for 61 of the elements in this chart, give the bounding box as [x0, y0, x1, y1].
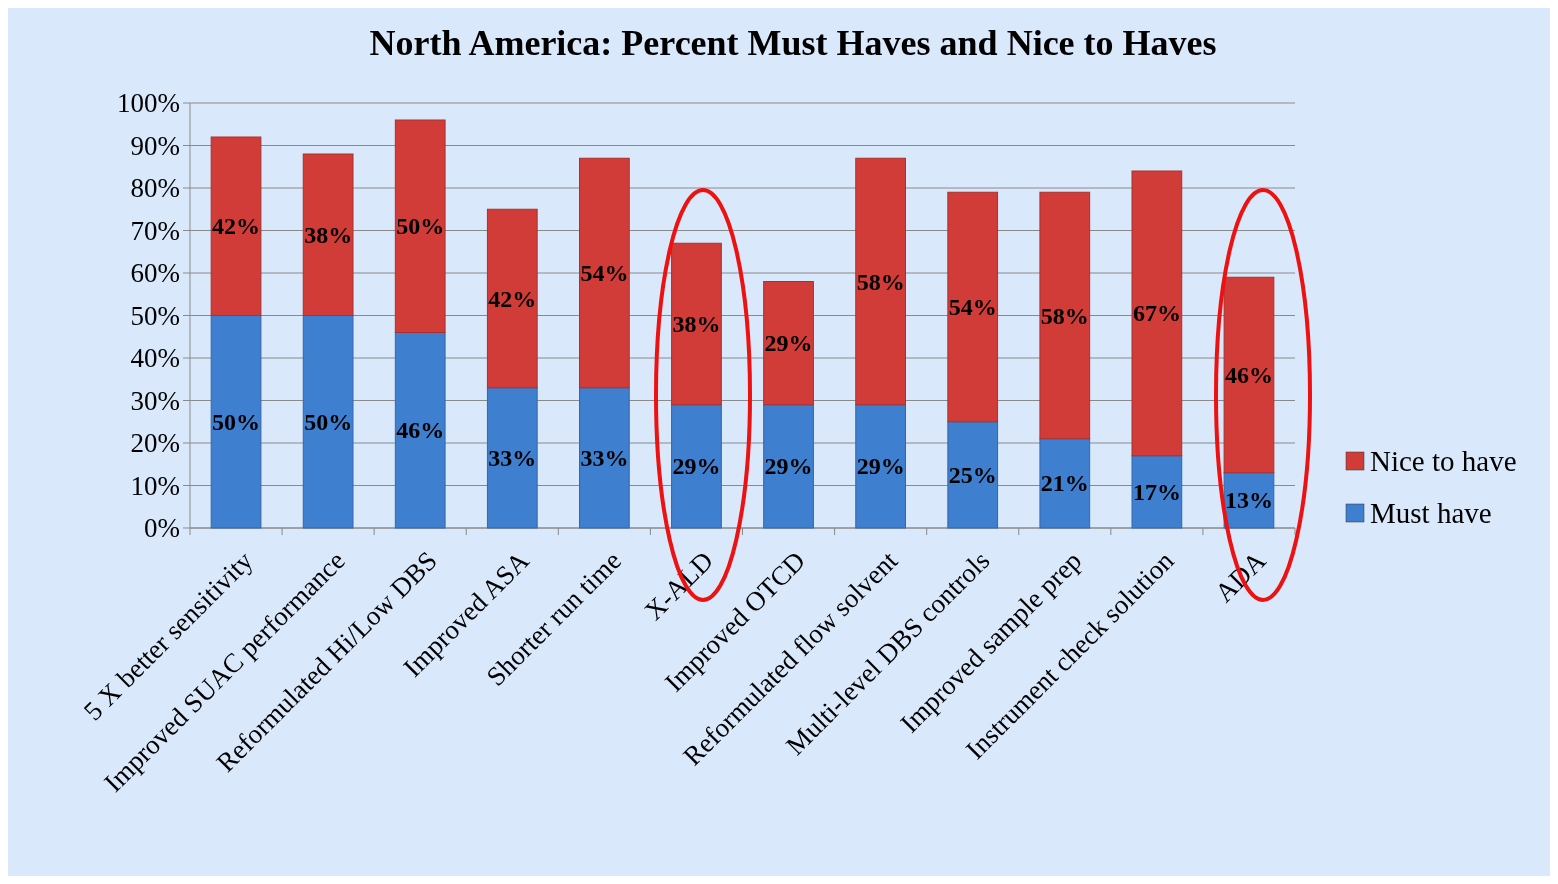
bar: [671, 404, 722, 529]
text: 50%: [304, 408, 353, 435]
text: 33%: [488, 444, 537, 471]
bar: [210, 136, 262, 316]
bar: [394, 332, 446, 529]
text: 46%: [1224, 362, 1273, 388]
bar: [486, 387, 538, 529]
y-tick-label: 10%: [130, 470, 180, 501]
y-tick-label: 50%: [130, 300, 180, 331]
y-tick-label: 20%: [130, 428, 180, 458]
y-tick-label: 100%: [117, 88, 180, 118]
text: 29%: [856, 453, 905, 480]
text: 29%: [764, 453, 813, 480]
bar: [302, 315, 354, 529]
bar: [579, 387, 630, 529]
text: 42%: [488, 285, 537, 312]
chart-title: North America: Percent Must Haves and Nice to Haves: [369, 23, 1217, 63]
y-tick-label: 0%: [144, 513, 180, 543]
bar: [486, 208, 538, 389]
bar: [394, 119, 446, 333]
text: 54%: [948, 294, 997, 320]
y-tick-label: 40%: [130, 343, 180, 373]
bar: [1131, 455, 1183, 529]
bar: [763, 281, 814, 406]
bar: [1039, 438, 1091, 529]
text: 25%: [948, 461, 997, 488]
text: 17%: [1132, 478, 1181, 505]
text: 58%: [856, 268, 905, 295]
y-tick-label: 90%: [130, 130, 180, 161]
bar: [763, 404, 814, 529]
text: 54%: [580, 260, 629, 286]
text: 46%: [396, 417, 445, 444]
text: 21%: [1040, 470, 1089, 497]
text: 38%: [672, 311, 721, 337]
bar: [210, 315, 262, 529]
text: 38%: [304, 221, 353, 248]
text: 42%: [212, 213, 261, 240]
bar: [855, 157, 906, 406]
y-tick-label: 80%: [130, 173, 180, 203]
legend-label: Must have: [1370, 497, 1492, 529]
text: 50%: [212, 408, 261, 435]
bar: [579, 157, 630, 389]
bar: [671, 242, 722, 406]
bar: [947, 421, 999, 529]
bar: [855, 404, 906, 529]
legend-label: Nice to have: [1370, 445, 1517, 477]
bar: [1223, 276, 1275, 474]
text: 29%: [764, 330, 813, 357]
text: 33%: [580, 444, 629, 471]
bar: [947, 191, 999, 423]
bar: [1039, 191, 1091, 440]
text: 67%: [1132, 300, 1181, 327]
y-tick-label: 60%: [130, 258, 180, 288]
text: 13%: [1224, 487, 1273, 514]
y-tick-label: 70%: [130, 215, 180, 246]
bar: [302, 153, 354, 316]
text: 50%: [396, 213, 445, 240]
y-tick-label: 30%: [130, 385, 180, 416]
bar: [1131, 170, 1183, 457]
text: 29%: [672, 453, 721, 480]
text: 58%: [1040, 302, 1089, 329]
